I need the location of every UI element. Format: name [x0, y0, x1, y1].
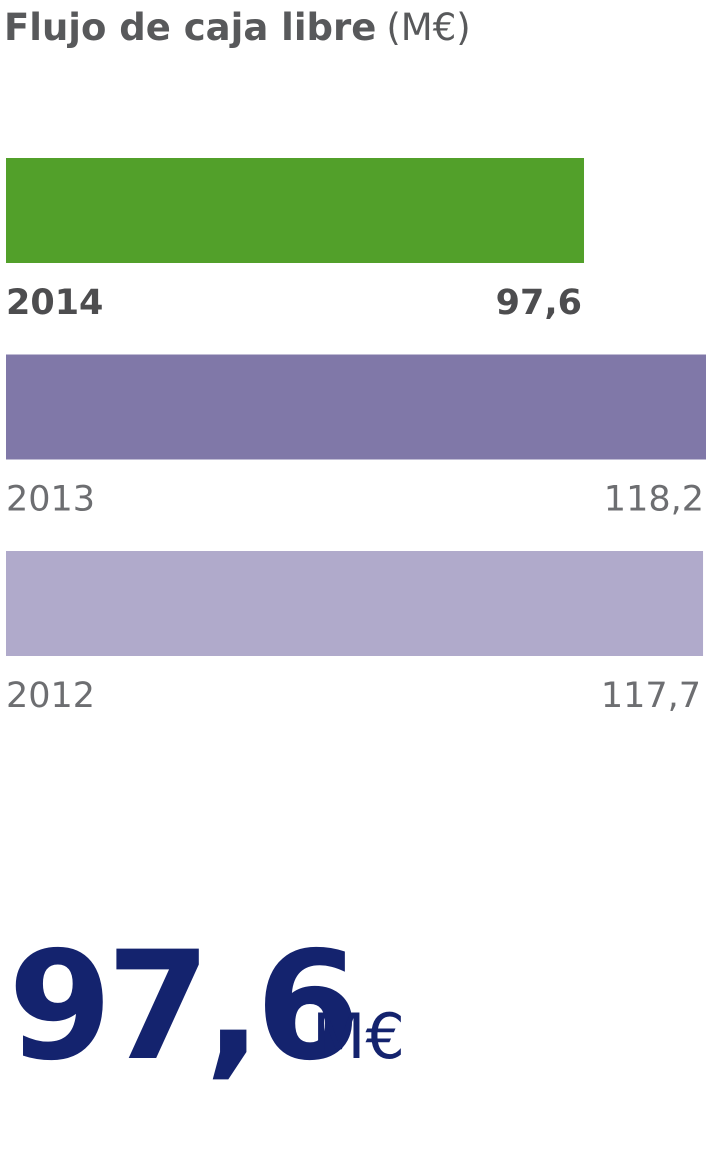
category-label: 2013: [6, 480, 95, 520]
value-label: 117,7: [601, 676, 701, 716]
category-label: 2014: [6, 283, 103, 323]
title: Flujo de caja libre: [4, 6, 376, 49]
value-label: 97,6: [496, 283, 582, 323]
chart-title: Flujo de caja libre (M€): [4, 6, 471, 49]
bar: [6, 158, 585, 263]
value-label: 118,2: [604, 480, 704, 520]
big-number: 97,6: [8, 920, 354, 1094]
category-label: 2012: [6, 676, 95, 716]
unit: (M€): [386, 6, 470, 49]
bar: [6, 354, 706, 460]
big-unit: M€: [312, 1000, 405, 1073]
bar: [6, 551, 704, 656]
